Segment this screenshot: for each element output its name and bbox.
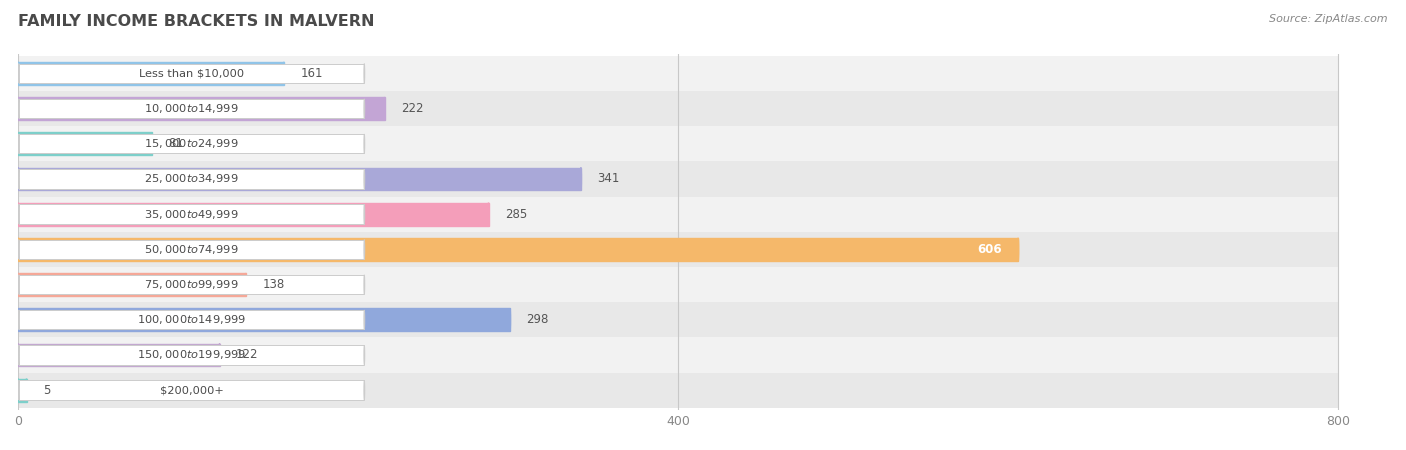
Text: $35,000 to $49,999: $35,000 to $49,999 (145, 207, 239, 220)
Text: $75,000 to $99,999: $75,000 to $99,999 (145, 278, 239, 291)
Bar (18, 238, 1018, 261)
Bar (18, 345, 364, 365)
Text: 81: 81 (169, 137, 183, 150)
Bar (18, 97, 385, 120)
Bar (18, 197, 1339, 232)
Text: FAMILY INCOME BRACKETS IN MALVERN: FAMILY INCOME BRACKETS IN MALVERN (18, 14, 375, 28)
Bar (18, 132, 152, 155)
Text: $15,000 to $24,999: $15,000 to $24,999 (145, 137, 239, 150)
Bar (18, 232, 1339, 267)
Bar (18, 91, 1339, 126)
Bar (18, 338, 1339, 373)
Bar (18, 373, 1339, 408)
Text: $150,000 to $199,999: $150,000 to $199,999 (136, 348, 246, 361)
Bar (18, 56, 1339, 91)
Text: Source: ZipAtlas.com: Source: ZipAtlas.com (1270, 14, 1388, 23)
Bar (18, 134, 364, 153)
Bar (18, 302, 1339, 338)
Bar (18, 275, 364, 294)
Text: 122: 122 (236, 348, 259, 361)
Bar (18, 126, 1339, 162)
Text: 298: 298 (526, 313, 548, 326)
Bar (18, 380, 364, 400)
Text: 222: 222 (401, 102, 423, 115)
Text: 161: 161 (301, 67, 323, 80)
Bar (18, 202, 488, 225)
Bar (18, 310, 364, 329)
Bar (18, 162, 1339, 197)
Bar (18, 167, 581, 190)
Bar (18, 343, 219, 366)
Bar (18, 273, 246, 296)
Bar (18, 308, 510, 331)
Bar (18, 169, 364, 189)
Text: 341: 341 (598, 172, 620, 185)
Text: 5: 5 (44, 384, 51, 396)
Bar (18, 62, 284, 85)
Text: Less than $10,000: Less than $10,000 (139, 68, 245, 78)
Text: 606: 606 (977, 243, 1001, 256)
Bar (18, 63, 364, 83)
Text: $25,000 to $34,999: $25,000 to $34,999 (145, 172, 239, 185)
Text: 285: 285 (505, 207, 527, 220)
Text: $100,000 to $149,999: $100,000 to $149,999 (136, 313, 246, 326)
Bar (18, 267, 1339, 302)
Bar (18, 99, 364, 118)
Text: $200,000+: $200,000+ (160, 385, 224, 395)
Bar (18, 379, 27, 401)
Text: 138: 138 (263, 278, 285, 291)
Text: $50,000 to $74,999: $50,000 to $74,999 (145, 243, 239, 256)
Text: $10,000 to $14,999: $10,000 to $14,999 (145, 102, 239, 115)
Bar (18, 204, 364, 224)
Bar (18, 240, 364, 259)
